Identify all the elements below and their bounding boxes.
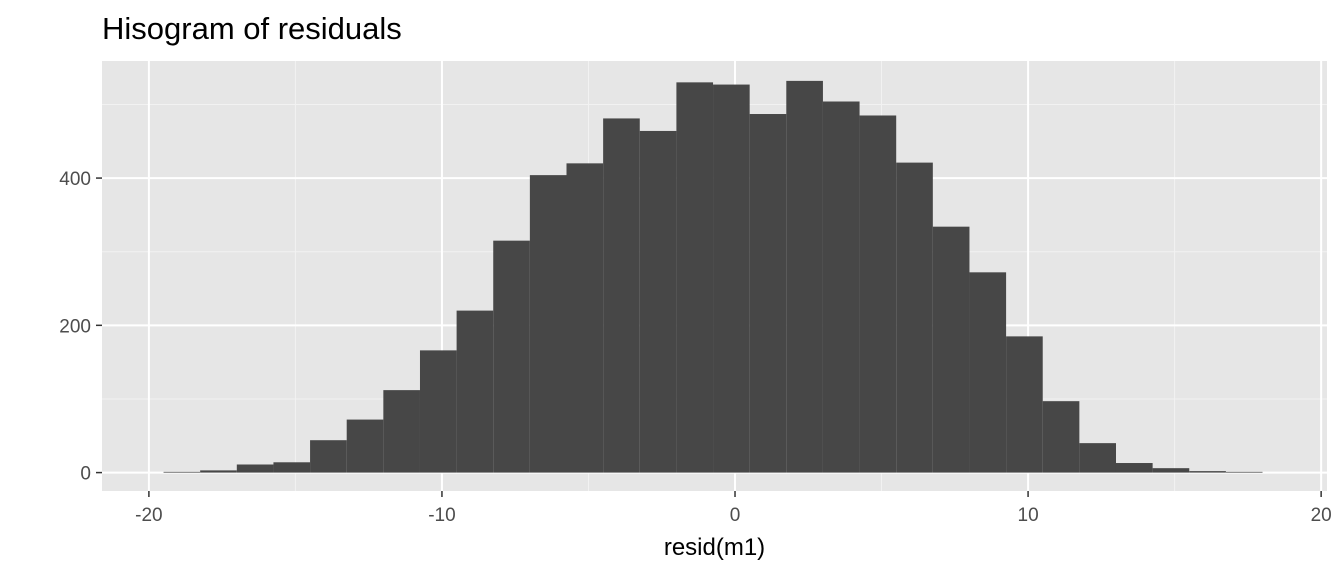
histogram-bar	[1115, 463, 1153, 473]
histogram-bar	[713, 84, 750, 473]
histogram-bar	[1006, 336, 1043, 473]
x-tick-label: -20	[135, 505, 162, 526]
y-tick-label: 0	[80, 464, 91, 485]
histogram-bar	[1042, 401, 1080, 473]
y-tick-label: 400	[59, 169, 91, 190]
histogram-bar	[639, 130, 677, 473]
x-tick-label: -10	[428, 505, 455, 526]
histogram-bar	[529, 175, 567, 473]
histogram-bar	[786, 80, 823, 473]
histogram-bar	[969, 272, 1007, 473]
histogram-bar	[1189, 471, 1226, 473]
histogram-bar	[1152, 468, 1190, 473]
y-axis-ticks: 0 200 400	[59, 169, 102, 485]
histogram-bars	[163, 80, 1263, 473]
histogram-bar	[163, 471, 201, 473]
histogram-bar	[749, 114, 787, 473]
histogram-bar	[419, 350, 457, 473]
x-tick-label: 0	[730, 505, 741, 526]
histogram-bar	[603, 118, 640, 473]
histogram-bar	[200, 470, 237, 473]
histogram-bar	[822, 101, 860, 473]
histogram-bar	[383, 390, 420, 473]
histogram-bar	[566, 163, 604, 473]
histogram-bar	[859, 115, 897, 473]
chart-title: Hisogram of residuals	[102, 11, 402, 46]
histogram-bar	[932, 226, 970, 473]
x-tick-label: 10	[1018, 505, 1039, 526]
histogram-bar	[310, 440, 347, 473]
histogram-bar	[456, 310, 494, 473]
histogram-bar	[236, 464, 274, 473]
x-axis-title: resid(m1)	[664, 534, 765, 561]
histogram-bar	[676, 82, 714, 473]
x-tick-label: 20	[1311, 505, 1332, 526]
histogram-bar	[273, 462, 311, 473]
histogram-bar	[896, 162, 933, 473]
histogram-bar	[1079, 443, 1116, 473]
histogram-bar	[493, 240, 530, 473]
x-axis-ticks: -20 -10 0 10 20	[135, 491, 1332, 526]
histogram-bar	[1225, 471, 1263, 473]
y-tick-label: 200	[59, 316, 91, 337]
histogram-bar	[346, 419, 384, 473]
